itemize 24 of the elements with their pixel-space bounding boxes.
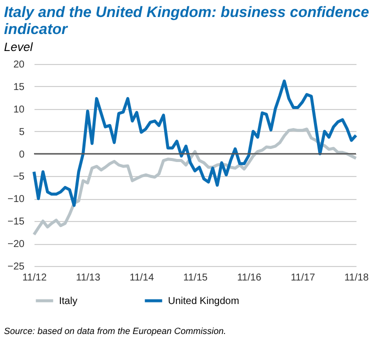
legend-label: Italy bbox=[59, 296, 78, 307]
line-series bbox=[32, 80, 358, 207]
y-tick-label: −25 bbox=[8, 262, 25, 272]
y-tick-label: 5 bbox=[18, 126, 25, 138]
x-tick-label: 11/16 bbox=[237, 272, 262, 284]
chart-title: Italy and the United Kingdom: business confidence indicator bbox=[3, 3, 370, 38]
y-tick-label: −15 bbox=[8, 216, 25, 228]
x-tick-label: 11/17 bbox=[290, 272, 316, 284]
chart-subtitle: Level bbox=[3, 39, 34, 56]
y-tick-label: −10 bbox=[8, 194, 25, 206]
x-tick-label: 11/18 bbox=[344, 272, 370, 284]
x-tick-label: 11/14 bbox=[130, 272, 154, 284]
x-tick-label: 11/13 bbox=[76, 272, 101, 284]
y-tick-label: −20 bbox=[8, 239, 25, 250]
y-tick-label: 15 bbox=[13, 82, 25, 93]
x-tick-label: 11/15 bbox=[183, 272, 208, 284]
y-tick-label: 20 bbox=[13, 60, 25, 70]
y-tick-label: 10 bbox=[13, 104, 25, 116]
y-tick-label: 0 bbox=[18, 149, 25, 160]
x-tick-label: 11/12 bbox=[22, 272, 48, 284]
source-note: Source: based on data from the European Commission. bbox=[3, 326, 228, 336]
legend-label: United Kingdom bbox=[168, 296, 240, 307]
y-tick-label: −5 bbox=[13, 172, 25, 183]
line-series bbox=[32, 128, 358, 236]
